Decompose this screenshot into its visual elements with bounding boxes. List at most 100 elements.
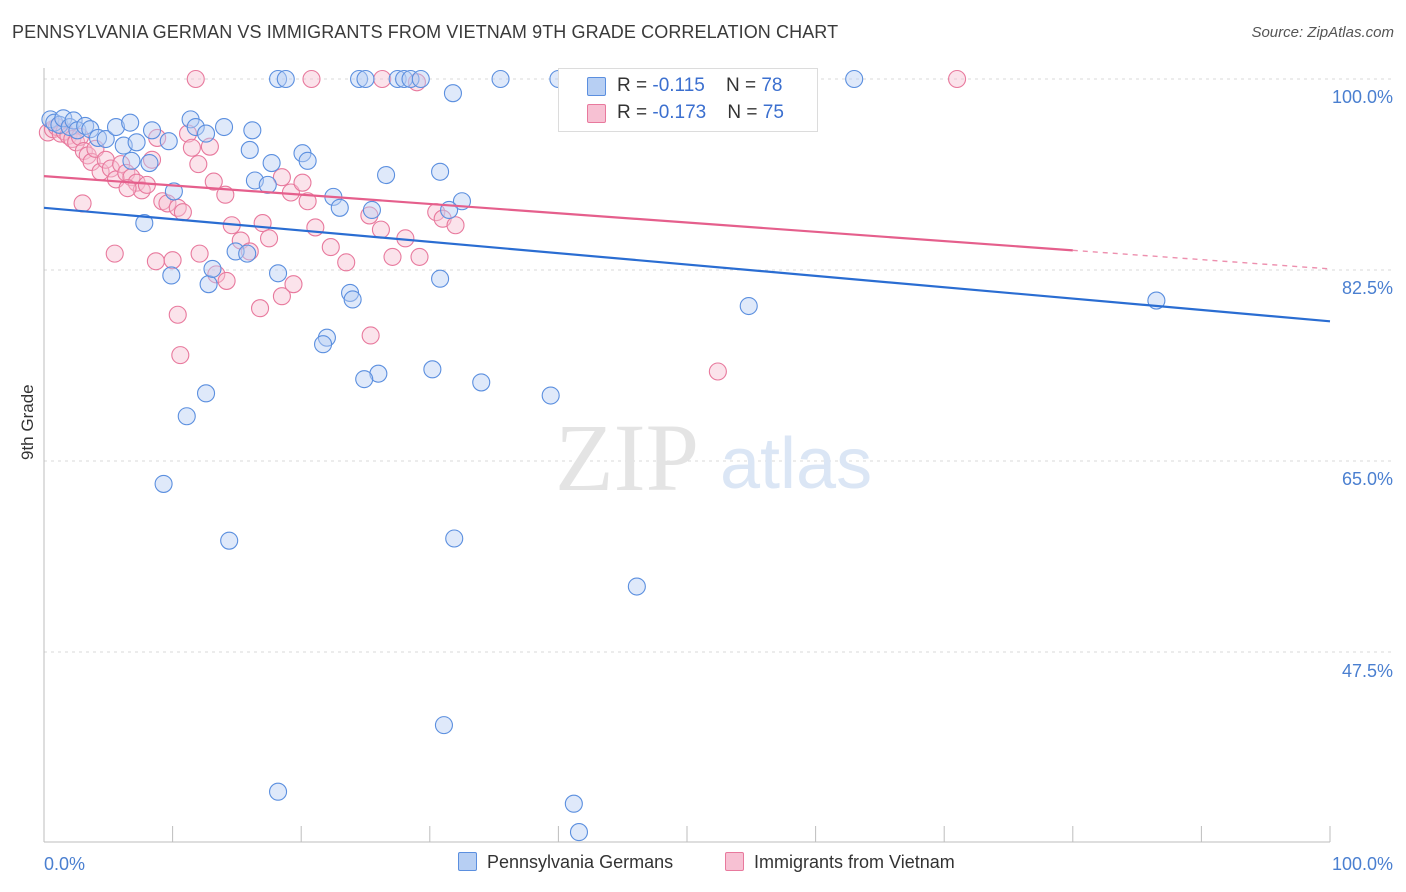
y-tick-label-65: 65.0% (1341, 469, 1393, 489)
point-immigrants-from-vietnam (240, 242, 259, 261)
point-immigrants-from-vietnam (132, 181, 151, 200)
point-pennsylvania-germans (135, 214, 154, 233)
point-immigrants-from-vietnam (371, 220, 390, 239)
trend-lines (43, 175, 1331, 323)
bottom-legend-immigrants-from-vietnam[interactable]: Immigrants from Vietnam (725, 852, 955, 873)
legend-r-value: -0.173 (652, 102, 707, 123)
bottom-legend-label: Immigrants from Vietnam (754, 852, 955, 872)
point-immigrants-from-vietnam (373, 69, 392, 89)
trend-line-immigrants-from-vietnam-extension (1072, 249, 1331, 270)
point-pennsylvania-germans (314, 335, 333, 354)
point-pennsylvania-germans (411, 69, 430, 89)
point-immigrants-from-vietnam (112, 155, 131, 174)
point-pennsylvania-germans (362, 200, 381, 220)
point-immigrants-from-vietnam (171, 346, 190, 365)
point-pennsylvania-germans (564, 794, 583, 813)
legend-r-label: R = (617, 75, 653, 96)
point-immigrants-from-vietnam (284, 275, 303, 294)
legend-n-label: N = (727, 102, 763, 123)
point-pennsylvania-germans (88, 128, 108, 147)
legend-row-pink: R = -0.173 N = 75 (559, 100, 817, 126)
point-pennsylvania-germans (76, 116, 95, 135)
point-immigrants-from-vietnam (190, 244, 209, 263)
point-pennsylvania-germans (162, 266, 181, 285)
point-pennsylvania-germans (196, 124, 216, 143)
point-immigrants-from-vietnam (105, 244, 124, 263)
point-immigrants-from-vietnam (446, 216, 465, 235)
point-immigrants-from-vietnam (204, 172, 223, 191)
point-pennsylvania-germans (154, 474, 173, 493)
bottom-legend-swatch-blue (458, 852, 477, 871)
point-pennsylvania-germans (142, 121, 162, 140)
point-immigrants-from-vietnam (178, 124, 198, 143)
point-immigrants-from-vietnam (361, 326, 380, 345)
point-pennsylvania-germans (356, 69, 375, 89)
point-pennsylvania-germans (214, 117, 234, 137)
legend-n-value: 78 (761, 75, 783, 96)
point-pennsylvania-germans (343, 290, 362, 309)
point-pennsylvania-germans (330, 198, 349, 217)
y-tick-label-100: 100.0% (1331, 87, 1393, 107)
point-pennsylvania-germans (298, 151, 317, 170)
bottom-legend-swatch-pink (725, 852, 744, 871)
point-immigrants-from-vietnam (321, 238, 340, 257)
legend-r-value: -0.115 (652, 75, 705, 96)
bottom-legend-pennsylvania-germans[interactable]: Pennsylvania Germans (458, 852, 673, 873)
point-immigrants-from-vietnam (306, 218, 325, 237)
point-immigrants-from-vietnam (253, 214, 272, 233)
trend-line-pennsylvania-germans (43, 206, 1331, 323)
point-pennsylvania-germans (159, 132, 178, 151)
point-pennsylvania-germans (106, 117, 126, 137)
point-pennsylvania-germans (541, 386, 560, 405)
axes (43, 68, 1331, 843)
point-pennsylvania-germans (164, 182, 183, 201)
point-immigrants-from-vietnam (383, 247, 402, 266)
point-pennsylvania-germans (423, 360, 442, 379)
x-tick-label-min: 0.0% (44, 854, 86, 874)
point-pennsylvania-germans (443, 84, 462, 103)
point-pennsylvania-germans (262, 153, 281, 173)
point-pennsylvania-germans (431, 269, 450, 288)
point-pennsylvania-germans (177, 407, 196, 426)
point-pennsylvania-germans (140, 153, 159, 173)
point-pennsylvania-germans (269, 264, 288, 283)
point-pennsylvania-germans (431, 162, 450, 181)
legend-swatch-pink (587, 104, 606, 123)
point-pennsylvania-germans (491, 69, 510, 89)
point-pennsylvania-germans (196, 384, 216, 403)
point-pennsylvania-germans (226, 242, 245, 261)
point-immigrants-from-vietnam (337, 253, 356, 272)
point-pennsylvania-germans (377, 165, 396, 185)
point-pennsylvania-germans (127, 133, 146, 152)
x-tick-label-max: 100.0% (1331, 854, 1393, 874)
point-immigrants-from-vietnam (250, 299, 270, 318)
point-pennsylvania-germans (243, 121, 262, 140)
point-immigrants-from-vietnam (168, 305, 187, 324)
legend-r-label: R = (617, 102, 653, 123)
y-tick-label-82-5: 82.5% (1341, 278, 1393, 298)
point-immigrants-from-vietnam (217, 271, 236, 290)
stats-legend: R = -0.115 N = 78 R = -0.173 N = 75 (558, 68, 818, 132)
point-pennsylvania-germans (739, 296, 758, 316)
point-immigrants-from-vietnam (142, 150, 162, 169)
point-immigrants-from-vietnam (73, 194, 92, 213)
point-immigrants-from-vietnam (948, 69, 967, 89)
point-pennsylvania-germans (122, 151, 141, 170)
trend-line-immigrants-from-vietnam (43, 175, 1073, 252)
point-pennsylvania-germans (388, 69, 407, 89)
point-immigrants-from-vietnam (272, 168, 291, 187)
point-immigrants-from-vietnam (272, 287, 291, 306)
point-immigrants-from-vietnam (173, 203, 192, 222)
point-immigrants-from-vietnam (118, 179, 137, 198)
point-immigrants-from-vietnam (163, 251, 182, 270)
point-pennsylvania-germans (569, 823, 589, 842)
point-pennsylvania-germans (445, 529, 464, 548)
point-pennsylvania-germans (350, 69, 369, 89)
point-immigrants-from-vietnam (293, 173, 312, 192)
point-immigrants-from-vietnam (186, 69, 205, 89)
point-immigrants-from-vietnam (259, 229, 279, 248)
point-pennsylvania-germans (199, 275, 218, 294)
watermark-zip: ZIP (555, 404, 699, 511)
series-immigrants-from-vietnam (38, 69, 967, 381)
